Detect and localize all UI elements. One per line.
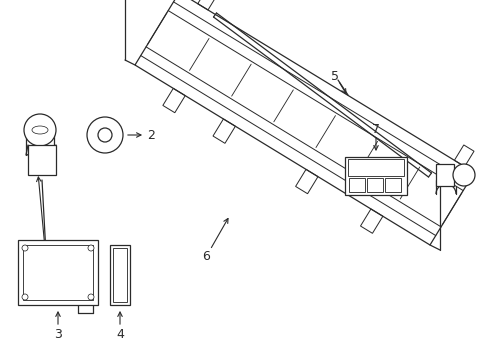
Ellipse shape	[87, 117, 123, 153]
Ellipse shape	[88, 294, 94, 300]
Ellipse shape	[98, 128, 112, 142]
Bar	[28, 145, 56, 175]
Ellipse shape	[22, 294, 28, 300]
Text: 6: 6	[202, 251, 209, 264]
Bar	[110, 245, 130, 305]
Bar	[435, 164, 453, 186]
Bar	[366, 178, 382, 192]
Text: 4: 4	[116, 328, 123, 342]
Text: 1: 1	[43, 275, 51, 288]
Bar	[384, 178, 400, 192]
Ellipse shape	[24, 114, 56, 146]
Bar	[113, 248, 127, 302]
Ellipse shape	[32, 126, 48, 134]
Bar	[18, 240, 98, 305]
Ellipse shape	[22, 245, 28, 251]
Bar	[23, 245, 93, 300]
Text: 5: 5	[330, 69, 338, 82]
Text: 2: 2	[147, 129, 155, 141]
Bar	[345, 157, 406, 195]
Ellipse shape	[88, 245, 94, 251]
Bar	[348, 178, 364, 192]
Text: 7: 7	[371, 122, 379, 135]
Bar	[347, 159, 403, 176]
Text: 3: 3	[54, 328, 62, 342]
Ellipse shape	[452, 164, 474, 186]
